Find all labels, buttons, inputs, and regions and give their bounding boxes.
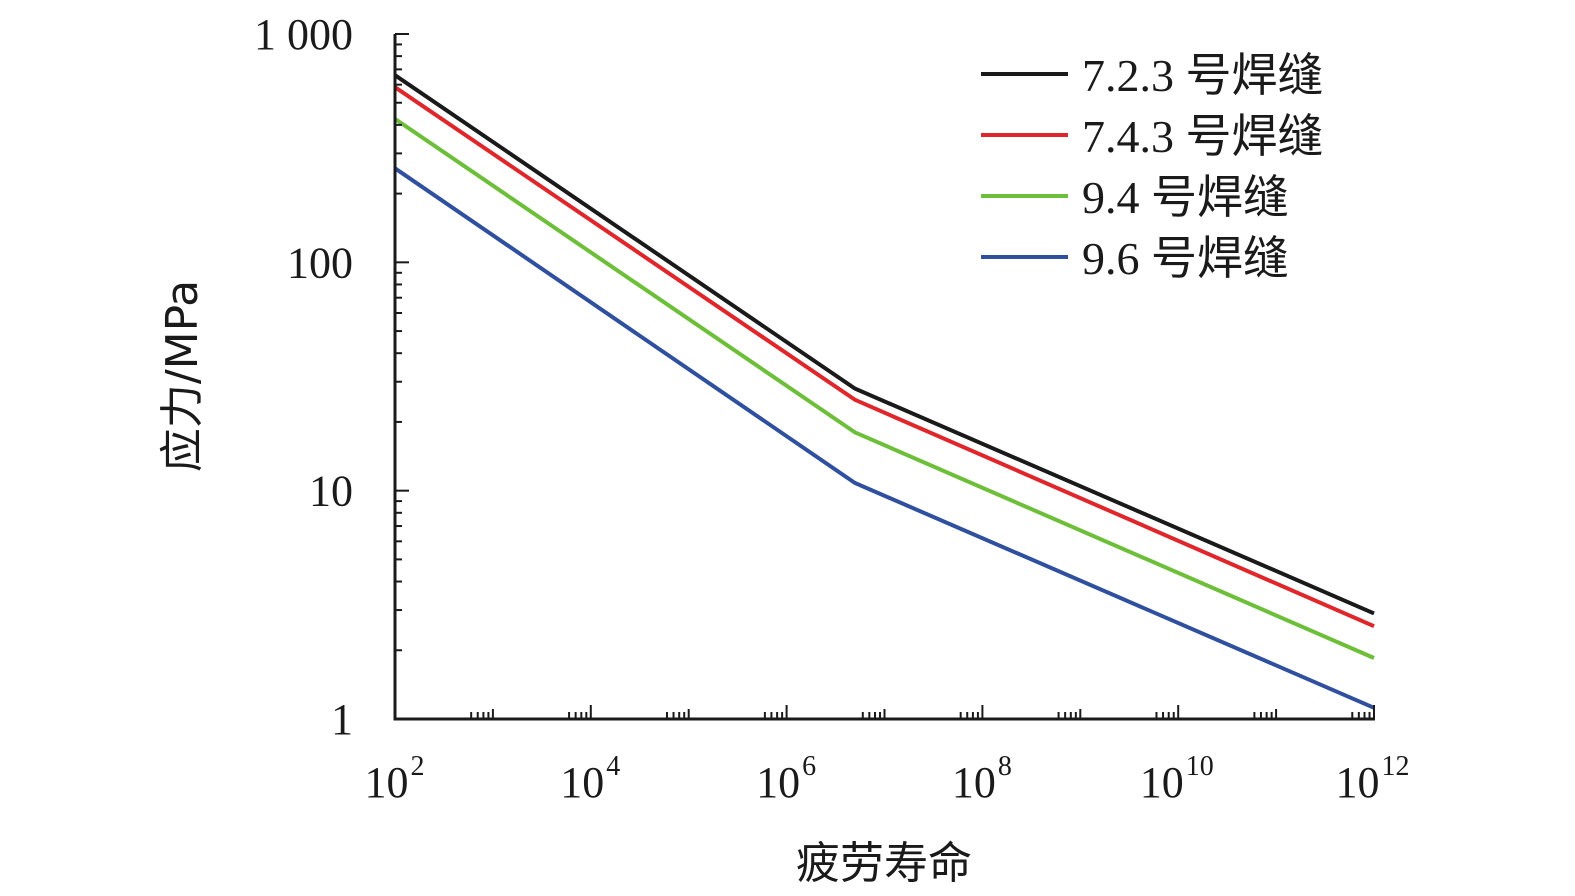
y-ticks: 1 10 100 1 000 <box>254 10 409 744</box>
x-tick-label-2: 10 4 <box>560 751 620 807</box>
x-tick-label-5: 10 10 <box>1140 751 1214 807</box>
x-ticks: 10 2 10 4 10 6 10 8 10 10 10 12 <box>365 705 1410 807</box>
series-line-4 <box>393 166 1375 710</box>
x-tick-label-exponent: 2 <box>411 751 425 782</box>
y-tick-label-1: 1 <box>331 695 353 744</box>
x-tick-label-1: 10 2 <box>365 751 425 807</box>
y-axis-title: 应力/MPa <box>157 280 208 472</box>
x-tick-label-exponent: 4 <box>606 751 620 782</box>
x-tick-label-3: 10 6 <box>756 751 816 807</box>
legend-item-3: 9.4 号焊缝 <box>981 172 1289 223</box>
y-tick-label-3: 100 <box>287 238 353 287</box>
y-tick-label-2: 10 <box>309 467 353 516</box>
legend-label: 7.2.3 号焊缝 <box>1082 50 1324 101</box>
y-tick-label-4: 1 000 <box>254 10 353 59</box>
legend-label: 9.6 号焊缝 <box>1082 233 1289 284</box>
legend-item-1: 7.2.3 号焊缝 <box>981 50 1324 101</box>
x-tick-label-base: 10 <box>952 758 996 807</box>
plot-lines <box>393 73 1375 710</box>
legend: 7.2.3 号焊缝 7.4.3 号焊缝 9.4 号焊缝 9.6 号焊缝 <box>981 50 1324 284</box>
legend-item-2: 7.4.3 号焊缝 <box>981 111 1324 162</box>
x-tick-label-exponent: 8 <box>998 751 1012 782</box>
x-tick-label-base: 10 <box>1336 758 1380 807</box>
x-tick-label-6: 10 12 <box>1336 751 1410 807</box>
x-tick-label-4: 10 8 <box>952 751 1012 807</box>
legend-item-4: 9.6 号焊缝 <box>981 233 1289 284</box>
x-tick-label-exponent: 10 <box>1186 751 1214 782</box>
legend-label: 9.4 号焊缝 <box>1082 172 1289 223</box>
series-line-2 <box>393 85 1375 629</box>
series-line-3 <box>393 117 1375 660</box>
x-axis-title: 疲劳寿命 <box>796 838 972 889</box>
x-tick-label-base: 10 <box>560 758 604 807</box>
x-tick-label-base: 10 <box>756 758 800 807</box>
x-tick-label-exponent: 12 <box>1382 751 1410 782</box>
x-tick-label-base: 10 <box>365 758 409 807</box>
x-tick-label-exponent: 6 <box>802 751 816 782</box>
legend-label: 7.4.3 号焊缝 <box>1082 111 1324 162</box>
series-line-1 <box>393 73 1375 616</box>
x-tick-label-base: 10 <box>1140 758 1184 807</box>
